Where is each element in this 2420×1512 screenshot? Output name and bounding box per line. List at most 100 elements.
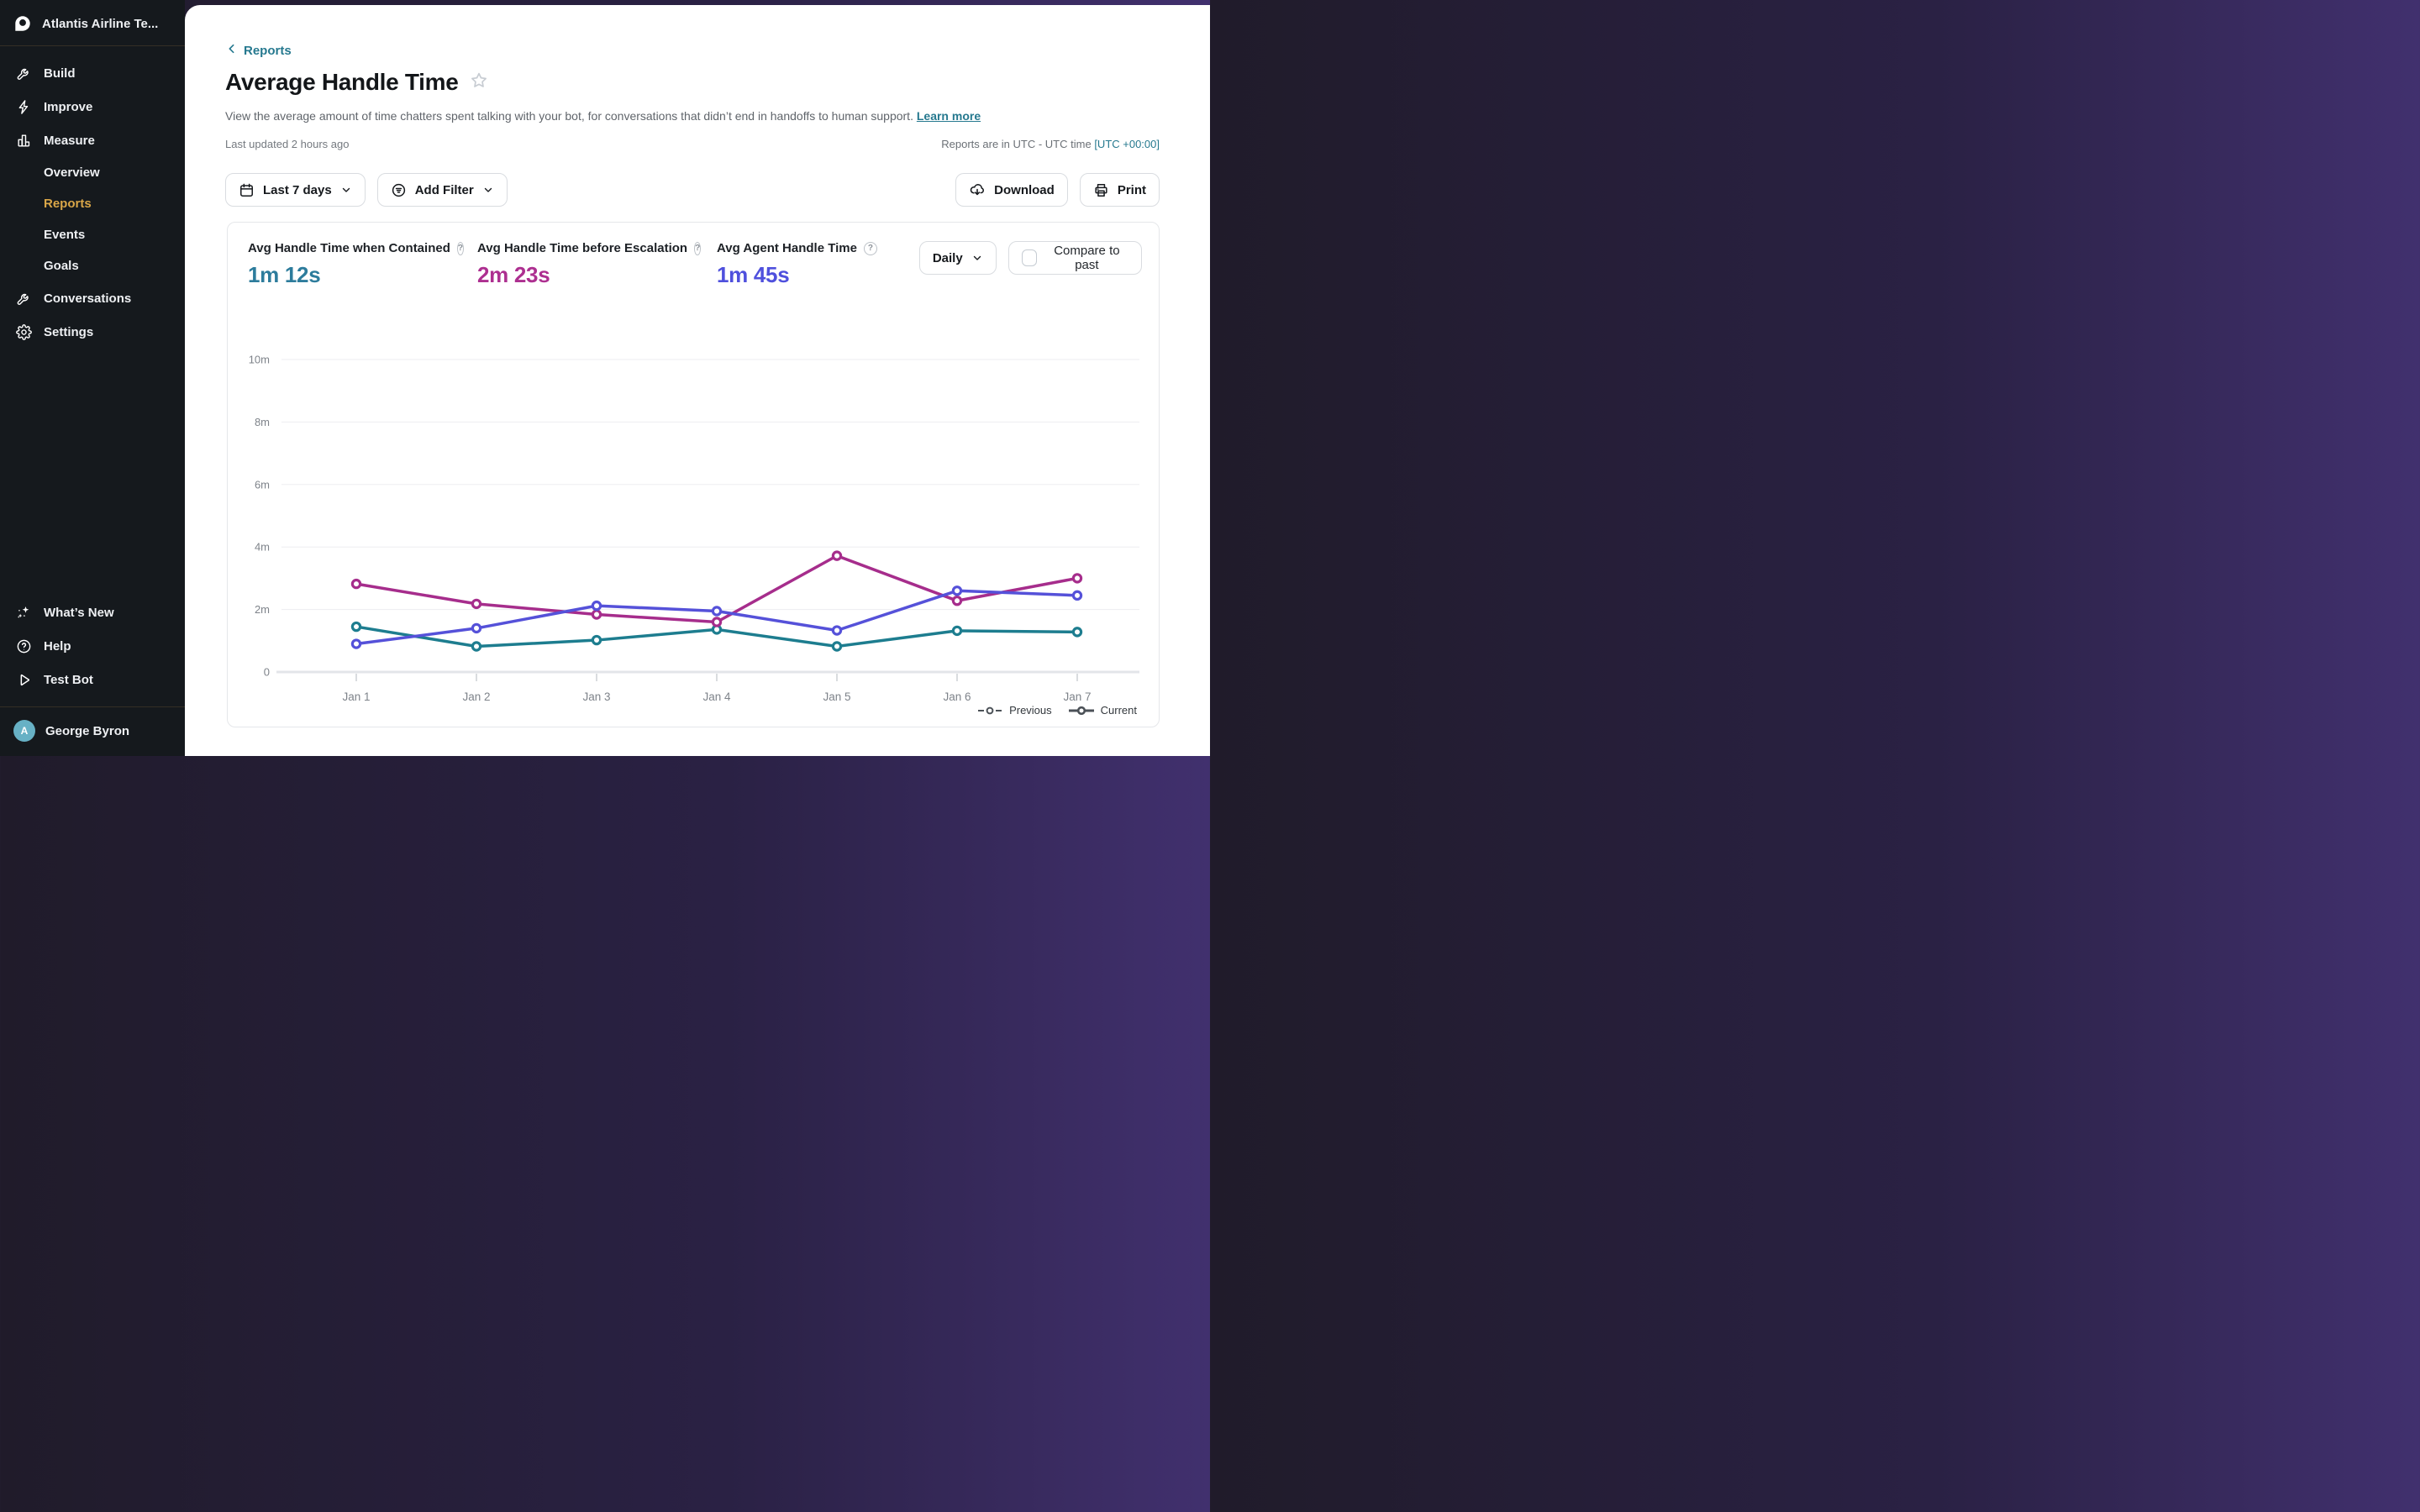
svg-text:Jan 7: Jan 7 [1063, 690, 1091, 703]
sidebar-item-label: Help [44, 638, 71, 654]
dashed-line-marker-icon [978, 706, 1002, 714]
sidebar-item-settings[interactable]: Settings [0, 315, 185, 349]
page-description: View the average amount of time chatters… [225, 109, 981, 123]
legend-current: Current [1068, 704, 1137, 717]
svg-text:10m: 10m [249, 354, 270, 366]
download-button[interactable]: Download [955, 173, 1068, 207]
legend-label: Previous [1009, 704, 1052, 717]
user-menu[interactable]: A George Byron [0, 706, 185, 756]
sidebar-item-reports[interactable]: Reports [0, 188, 185, 219]
main-content: Reports Average Handle Time View the ave… [185, 5, 1210, 756]
sidebar-item-label: Improve [44, 99, 93, 114]
date-range-button[interactable]: Last 7 days [225, 173, 366, 207]
help-tooltip-icon[interactable]: ? [863, 241, 877, 255]
help-circle-icon [15, 638, 32, 654]
divider [0, 45, 185, 46]
workspace-switcher[interactable]: Atlantis Airline Te... [0, 0, 185, 45]
help-tooltip-icon[interactable]: ? [456, 241, 464, 255]
legend-label: Current [1100, 704, 1137, 717]
compare-label: Compare to past [1054, 244, 1120, 272]
chevron-down-icon [482, 184, 494, 196]
last-updated-text: Last updated 2 hours ago [225, 138, 350, 150]
calendar-icon [239, 182, 255, 198]
compare-checkbox[interactable] [1021, 249, 1037, 266]
chevron-down-icon [971, 252, 983, 264]
svg-text:Jan 4: Jan 4 [702, 690, 731, 703]
metric-label: Avg Handle Time before Escalation [477, 241, 688, 255]
date-range-label: Last 7 days [263, 182, 332, 197]
back-chevron-icon [225, 42, 239, 59]
back-link-label: Reports [244, 43, 292, 58]
sparkles-icon [15, 604, 32, 621]
page-title: Average Handle Time [225, 69, 459, 95]
sidebar-item-label: Overview [44, 165, 100, 180]
sidebar-item-goals[interactable]: Goals [0, 250, 185, 281]
sidebar-item-build[interactable]: Build [0, 56, 185, 90]
user-name: George Byron [45, 723, 130, 738]
sidebar-item-label: Events [44, 228, 86, 242]
sidebar: Atlantis Airline Te... Build Improve Mea… [0, 0, 185, 756]
sidebar-item-label: Measure [44, 133, 95, 148]
sidebar-item-improve[interactable]: Improve [0, 90, 185, 123]
metric-label: Avg Agent Handle Time [717, 241, 857, 255]
metric-value: 1m 12s [248, 262, 321, 287]
sidebar-item-overview[interactable]: Overview [0, 157, 185, 188]
chart-canvas: 0 2m 4m 6m 8m 10m Jan 1 Jan 2 Jan 3 Jan 4 Jan 5 Jan… [249, 354, 1139, 703]
granularity-label: Daily [932, 250, 963, 265]
svg-text:4m: 4m [255, 541, 270, 554]
metric-label: Avg Handle Time when Contained [248, 241, 450, 255]
sidebar-item-label: Test Bot [44, 672, 93, 687]
favorite-star-icon[interactable] [469, 71, 489, 95]
printer-icon [1093, 182, 1109, 198]
sidebar-item-help[interactable]: Help [0, 629, 185, 663]
chart-legend: Previous Current [977, 704, 1137, 717]
print-label: Print [1117, 182, 1146, 197]
help-tooltip-icon[interactable]: ? [694, 241, 702, 255]
granularity-select[interactable]: Daily [918, 241, 997, 275]
ada-logo-icon [13, 14, 32, 33]
bar-chart-icon [15, 132, 32, 149]
avatar: A [13, 720, 35, 742]
filter-icon [391, 182, 407, 198]
wrench-icon [15, 65, 32, 81]
svg-text:8m: 8m [255, 416, 270, 428]
lightning-icon [15, 98, 32, 115]
sidebar-item-label: Goals [44, 259, 79, 273]
sidebar-footer: What’s New Help Test Bot A George Byron [0, 596, 185, 756]
handle-time-chart: 0 2m 4m 6m 8m 10m Jan 1 Jan 2 Jan 3 Jan 4 Jan 5 Jan… [228, 223, 1159, 727]
metric-value: 1m 45s [717, 262, 790, 287]
metric-agent: Avg Agent Handle Time ? 1m 45s [717, 241, 901, 288]
legend-previous: Previous [977, 704, 1052, 717]
metric-value: 2m 23s [477, 262, 550, 287]
add-filter-button[interactable]: Add Filter [376, 173, 508, 207]
back-to-reports-link[interactable]: Reports [225, 42, 292, 59]
download-label: Download [994, 182, 1055, 197]
learn-more-link[interactable]: Learn more [916, 109, 981, 123]
sidebar-item-label: Reports [44, 197, 92, 211]
svg-text:2m: 2m [255, 603, 270, 616]
gear-icon [15, 323, 32, 340]
cloud-download-icon [969, 181, 986, 198]
sidebar-item-conversations[interactable]: Conversations [0, 281, 185, 315]
sidebar-nav: Build Improve Measure Overview Reports E… [0, 46, 185, 596]
sidebar-item-label: What’s New [44, 605, 114, 620]
timezone-link[interactable]: [UTC +00:00] [1094, 138, 1160, 150]
sidebar-item-label: Build [44, 66, 76, 81]
timezone-note: Reports are in UTC - UTC time [UTC +00:0… [941, 138, 1160, 150]
svg-text:0: 0 [264, 666, 270, 679]
sidebar-item-test-bot[interactable]: Test Bot [0, 663, 185, 696]
wrench-icon [15, 290, 32, 307]
sidebar-item-events[interactable]: Events [0, 219, 185, 250]
print-button[interactable]: Print [1079, 173, 1160, 207]
sidebar-item-label: Conversations [44, 291, 132, 306]
svg-text:Jan 3: Jan 3 [582, 690, 610, 703]
compare-to-past-toggle[interactable]: Compare to past [1007, 241, 1142, 275]
svg-text:Jan 2: Jan 2 [462, 690, 490, 703]
report-card: Avg Handle Time when Contained ? 1m 12s … [227, 222, 1160, 727]
chevron-down-icon [340, 184, 352, 196]
play-icon [15, 671, 32, 688]
metric-contained: Avg Handle Time when Contained ? 1m 12s [248, 241, 464, 288]
svg-text:6m: 6m [255, 478, 270, 491]
sidebar-item-whats-new[interactable]: What’s New [0, 596, 185, 629]
sidebar-item-measure[interactable]: Measure [0, 123, 185, 157]
